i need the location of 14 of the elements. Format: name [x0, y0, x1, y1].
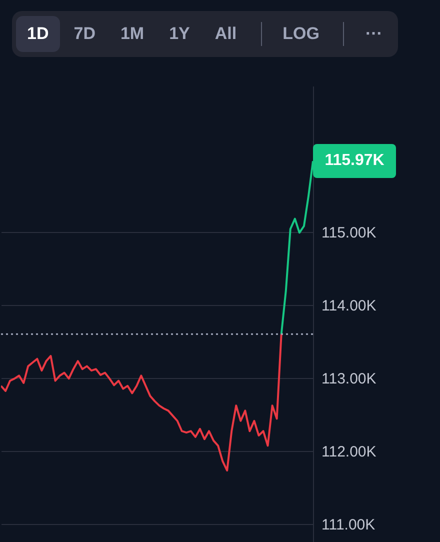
y-tick-label: 115.00K	[322, 224, 376, 242]
text: LOG	[282, 23, 320, 45]
y-tick-label: 111.00K	[322, 516, 376, 534]
y-tick-label: 114.00K	[322, 297, 376, 314]
y-tick-label: 112.00K	[322, 443, 376, 460]
text: 115.97K	[313, 144, 396, 178]
text: 7D	[72, 23, 96, 45]
text: 1D	[16, 16, 60, 52]
text: All	[214, 23, 238, 45]
text: 1Y	[168, 23, 191, 45]
text: ···	[364, 23, 384, 45]
line-series	[1, 333, 282, 472]
y-tick-label: 113.00K	[322, 370, 376, 388]
text: 1M	[119, 23, 146, 45]
